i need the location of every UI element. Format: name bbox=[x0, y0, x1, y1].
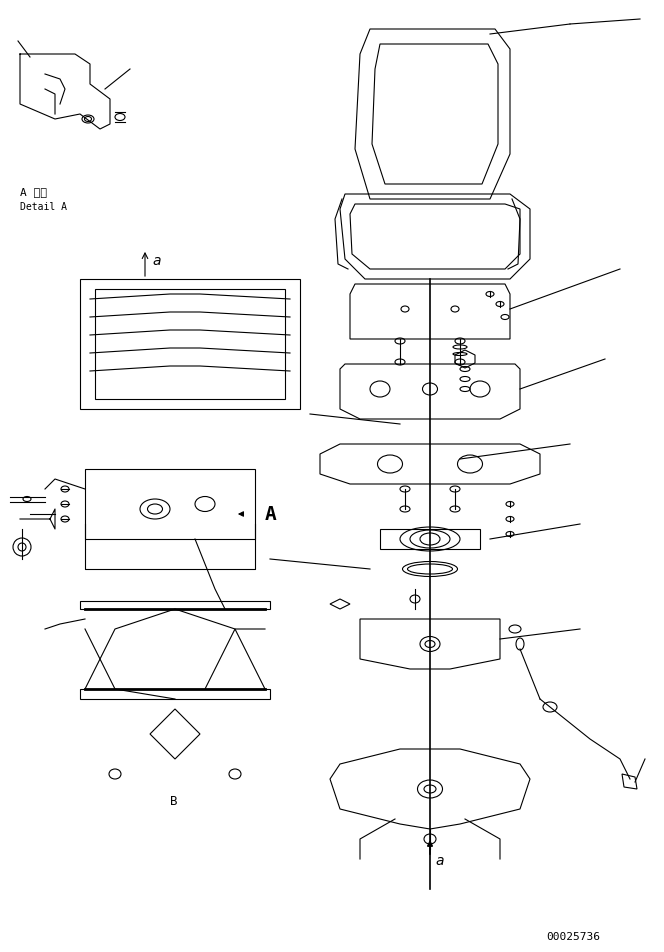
Text: Detail A: Detail A bbox=[20, 202, 67, 211]
Text: A: A bbox=[265, 505, 277, 524]
Text: a: a bbox=[152, 254, 161, 268]
Text: a: a bbox=[435, 853, 444, 867]
Text: B: B bbox=[170, 794, 177, 807]
Text: 00025736: 00025736 bbox=[546, 931, 600, 941]
Text: A 詳細: A 詳細 bbox=[20, 187, 47, 197]
